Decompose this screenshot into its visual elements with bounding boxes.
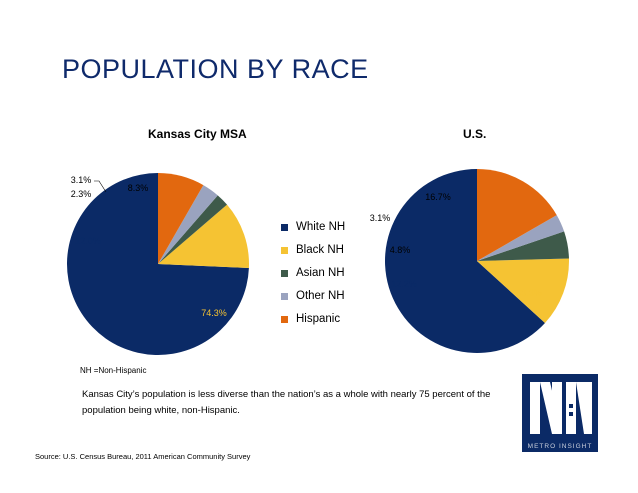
legend-swatch — [281, 223, 288, 231]
legend-label: Hispanic — [296, 313, 341, 325]
chart-title-kansas-city: Kansas City MSA — [148, 127, 247, 141]
data-label-hispanic: 8.3% — [128, 183, 149, 193]
legend-item-hispanic: Hispanic — [281, 310, 345, 328]
pie-slice-white-nh — [385, 169, 545, 354]
legend-label: White NH — [296, 221, 346, 233]
legend-item-white-nh: White NH — [281, 218, 345, 236]
legend-label: Asian NH — [296, 267, 345, 279]
data-label-black-nh: 12.0% — [75, 236, 101, 246]
legend-item-asian-nh: Asian NH — [281, 264, 345, 282]
pie-slice-black-nh — [158, 204, 250, 269]
pie-slice-other-nh — [477, 215, 565, 261]
legend: White NH Black NH Asian NH Other NH Hisp… — [281, 218, 345, 333]
logo-text: METRO INSIGHT — [527, 443, 593, 450]
data-label-white-nh: 63.3% — [516, 288, 542, 298]
data-label-other-nh: 3.1% — [370, 213, 391, 223]
legend-label: Black NH — [296, 244, 344, 256]
pie-slice-other-nh — [158, 185, 218, 264]
data-label-black-nh: 12.2% — [391, 279, 417, 289]
page-title: POPULATION BY RACE — [62, 54, 369, 84]
logo-mark-icon — [530, 382, 592, 434]
legend-item-other-nh: Other NH — [281, 287, 345, 305]
legend-swatch — [281, 269, 288, 277]
data-label-hispanic: 16.7% — [425, 192, 451, 202]
pie-kansas-city: 74.3% 12.0% 2.3% 3.1% 8.3% — [67, 173, 250, 355]
chart-title-us: U.S. — [463, 127, 487, 141]
data-label-asian-nh: 2.3% — [71, 189, 92, 199]
data-label-white-nh: 74.3% — [201, 308, 227, 318]
data-label-other-nh: 3.1% — [71, 175, 92, 185]
source-note: Source: U.S. Census Bureau, 2011 America… — [35, 452, 251, 461]
legend-swatch — [281, 246, 288, 254]
pie-slice-white-nh — [67, 173, 249, 355]
pie-slice-asian-nh — [158, 195, 228, 264]
legend-label: Other NH — [296, 290, 345, 302]
leader-line — [94, 180, 107, 193]
footnote: NH =Non-Hispanic — [80, 366, 147, 375]
pie-slice-hispanic — [477, 169, 557, 261]
legend-swatch — [281, 292, 288, 300]
pie-slice-asian-nh — [477, 231, 569, 261]
metro-insight-logo: METRO INSIGHT — [522, 374, 598, 452]
legend-item-black-nh: Black NH — [281, 241, 345, 259]
data-label-asian-nh: 4.8% — [390, 245, 411, 255]
caption: Kansas City’s population is less diverse… — [82, 389, 491, 416]
legend-swatch — [281, 315, 288, 323]
pie-slice-black-nh — [477, 258, 570, 323]
pie-us: 63.3% 12.2% 4.8% 3.1% 16.7% — [370, 169, 570, 354]
pie-slice-hispanic — [158, 173, 204, 264]
